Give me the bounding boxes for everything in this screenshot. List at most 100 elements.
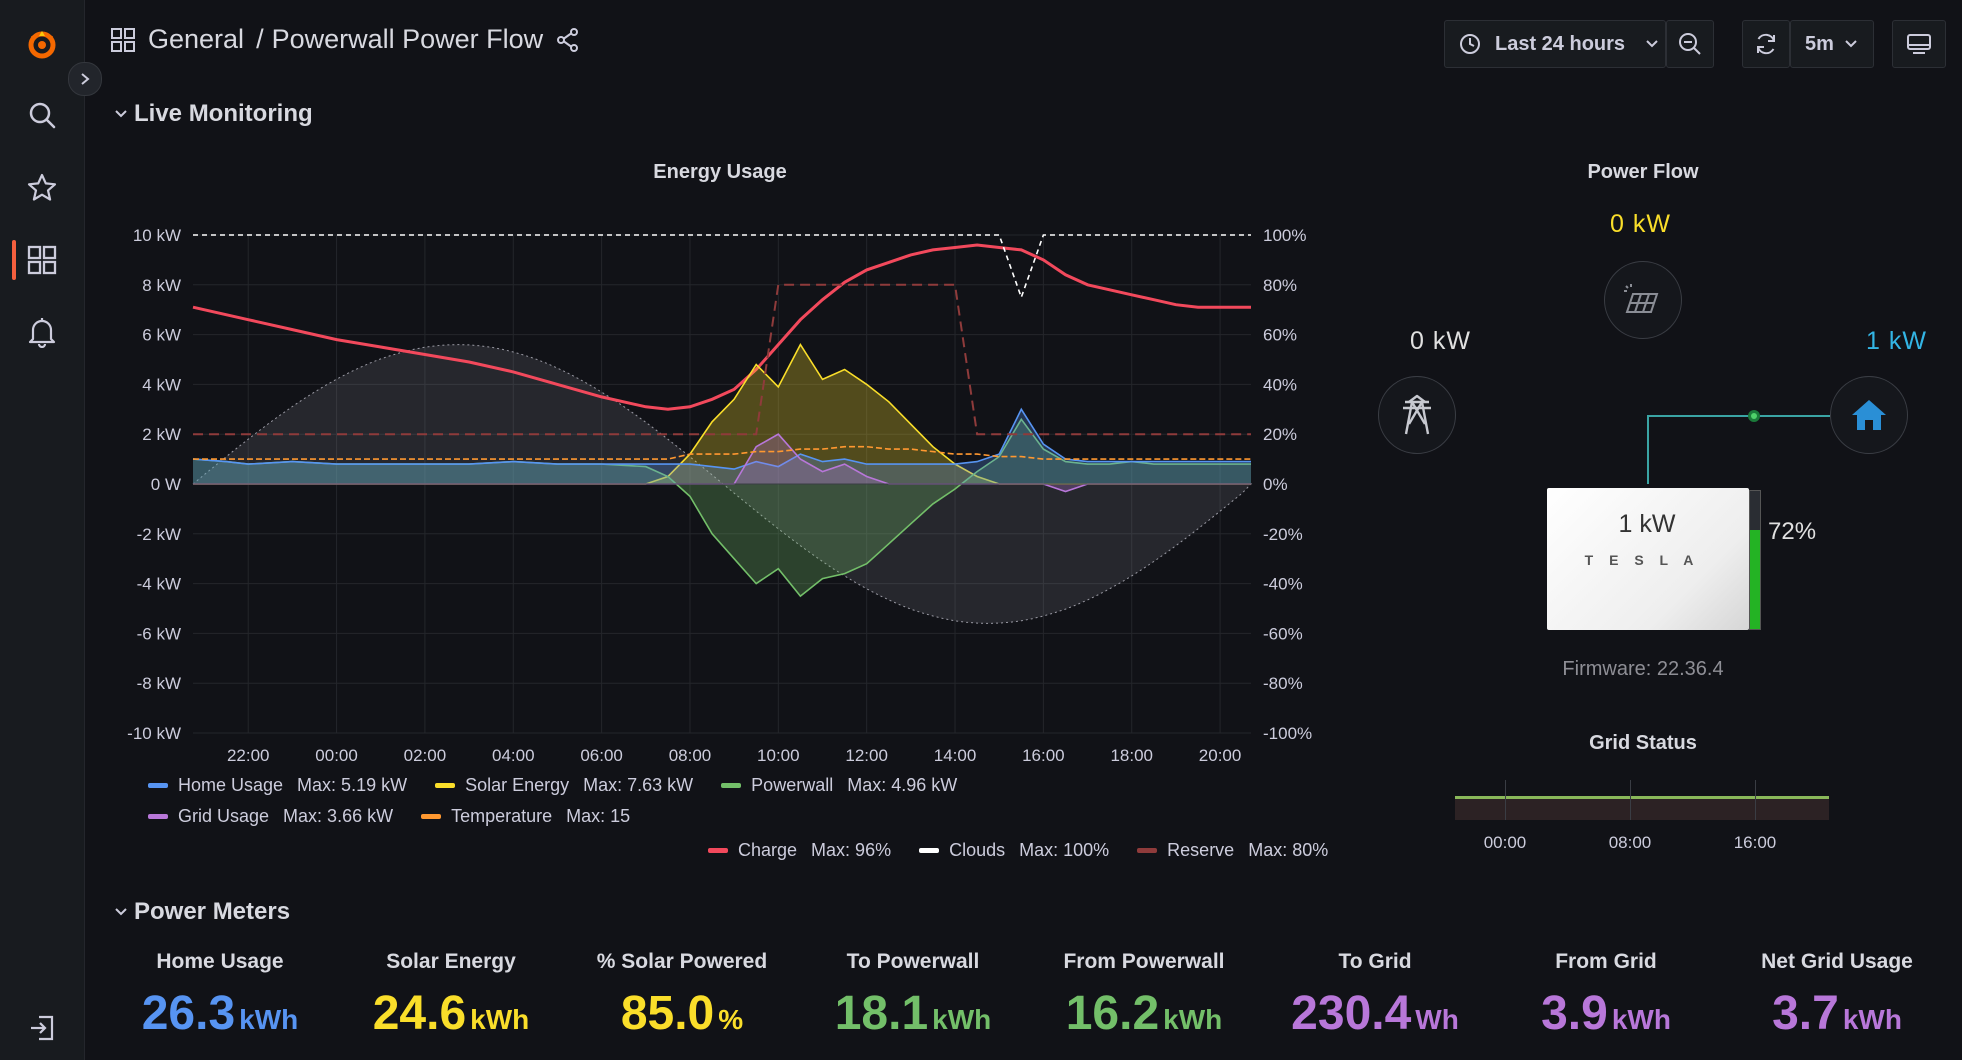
grid-value: 0 kW [1410,327,1471,355]
legend-swatch [721,783,742,788]
legend-series-name: Home Usage [178,775,284,795]
energy-usage-chart[interactable]: 10 kW 100% 8 kW 80% 6 kW 60% 4 kW 40% 2 kW 20% 0 W… [84,200,1314,830]
stat-number: 85.0 [620,987,715,1040]
x-axis-tick: 10:00 [757,746,800,765]
stat-value: 85.0% [567,986,797,1041]
x-axis-tick: 02:00 [404,746,447,765]
x-axis-tick: 18:00 [1110,746,1153,765]
powerwall-unit: 1 kW T E S L A [1547,488,1749,630]
chevron-down-icon [115,908,127,916]
stat-panel[interactable]: % Solar Powered 85.0% [567,950,797,1041]
refresh-button[interactable] [1742,20,1790,68]
refresh-interval-label: 5m [1805,32,1834,55]
breadcrumb-folder[interactable]: General [148,24,245,54]
row-live-monitoring[interactable]: Live Monitoring [114,100,313,128]
legend-max-value: Max: 15 [566,806,631,826]
y-axis-tick-right: -100% [1263,724,1312,743]
dashboards-icon[interactable] [22,240,62,280]
stat-value: 26.3 kWh [105,986,335,1041]
reserve-line [193,283,1251,436]
stat-panel[interactable]: From Powerwall 16.2 kWh [1029,950,1259,1041]
y-axis-tick-right: 0% [1263,475,1288,494]
x-axis-tick: 08:00 [669,746,712,765]
legend-series-name: Grid Usage [178,806,270,826]
grid-status-tick-1: 08:00 [1608,833,1652,852]
stat-number: 3.9 [1541,987,1608,1040]
alerting-bell-icon[interactable] [22,312,62,352]
top-navbar: General / Powerwall Power Flow Last 24 h… [84,0,1962,88]
time-range-label: Last 24 hours [1495,32,1626,55]
y-axis-tick-right: 60% [1263,326,1297,345]
stat-unit: % [718,1004,744,1035]
legend-max-value: Max: 7.63 kW [583,775,694,795]
legend-max-value: Max: 80% [1248,840,1329,860]
x-axis-tick: 16:00 [1022,746,1065,765]
grafana-logo-icon[interactable] [22,24,62,64]
stat-value: 18.1 kWh [798,986,1028,1041]
legend-max-value: Max: 100% [1019,840,1110,860]
time-range-picker[interactable]: Last 24 hours [1444,20,1666,68]
zoom-out-button[interactable] [1666,20,1714,68]
legend-swatch [148,783,168,788]
legend-max-value: Max: 3.66 kW [283,806,394,826]
stat-panel[interactable]: To Grid 230.4 Wh [1260,950,1490,1041]
legend-swatch [148,814,168,819]
grid-status-line [1455,796,1829,799]
x-axis-tick: 22:00 [227,746,270,765]
chevron-down-icon [115,110,127,118]
dashboard-title[interactable]: Powerwall Power Flow [271,24,544,54]
secondary-legend-item[interactable]: Charge Max: 96% [708,840,891,861]
sign-in-icon[interactable] [22,1008,62,1048]
chevron-down-icon [1845,40,1857,48]
y-axis-tick-right: 80% [1263,276,1297,295]
legend-swatch [421,814,442,819]
grid-status-tick-2: 16:00 [1733,833,1777,852]
legend-series-name: Temperature [451,806,553,826]
expand-sidebar-button[interactable] [68,62,102,96]
stat-panel[interactable]: Home Usage 26.3 kWh [105,950,335,1041]
primary-legend-item[interactable]: Powerwall Max: 4.96 kW [721,775,957,796]
stat-number: 18.1 [834,987,929,1040]
dashboard-grid-icon [111,27,135,52]
grid-status-timeline [1455,780,1829,820]
stat-panel[interactable]: Solar Energy 24.6 kWh [336,950,566,1041]
search-icon[interactable] [22,95,62,135]
stat-title: Solar Energy [386,950,516,973]
stat-number: 26.3 [141,987,236,1040]
primary-legend-item[interactable]: Temperature Max: 15 [421,806,630,827]
stat-unit: kWh [239,1004,299,1035]
grid-status-title: Grid Status [1589,732,1697,754]
home-node [1830,376,1908,454]
breadcrumb: General / Powerwall Power Flow [110,24,581,55]
tesla-wordmark: T E S L A [1584,552,1700,568]
share-icon[interactable] [555,27,581,53]
secondary-legend-item[interactable]: Clouds Max: 100% [919,840,1109,861]
temperature-line [193,445,1251,460]
primary-legend-item[interactable]: Solar Energy Max: 7.63 kW [435,775,693,796]
firmware-version: Firmware: 22.36.4 [1562,658,1724,680]
transmission-tower-icon [1403,394,1431,435]
power-flow-title: Power Flow [1587,161,1699,183]
starred-icon[interactable] [22,168,62,208]
y-axis-tick-left: 4 kW [142,375,181,394]
secondary-legend-item[interactable]: Reserve Max: 80% [1137,840,1328,861]
refresh-interval-picker[interactable]: 5m [1790,20,1874,68]
sidebar [0,0,85,1060]
y-axis-tick-left: -10 kW [127,724,181,743]
stat-panel[interactable]: Net Grid Usage 3.7 kWh [1722,950,1952,1041]
clouds-line [193,234,1251,300]
stat-unit: kWh [1842,1004,1902,1035]
primary-legend-item[interactable]: Home Usage Max: 5.19 kW [148,775,407,796]
stat-panel[interactable]: To Powerwall 18.1 kWh [798,950,1028,1041]
primary-legend-item[interactable]: Grid Usage Max: 3.66 kW [148,806,393,827]
y-axis-tick-left: 0 W [151,475,181,494]
legend-max-value: Max: 4.96 kW [847,775,958,795]
home-icon [1852,400,1886,430]
tv-mode-button[interactable] [1892,20,1946,68]
legend-swatch [919,848,940,853]
row-power-meters[interactable]: Power Meters [114,898,290,926]
stat-number: 24.6 [372,987,467,1040]
breadcrumb-separator: / [256,24,264,54]
stat-panel[interactable]: From Grid 3.9 kWh [1491,950,1721,1041]
legend-series-name: Reserve [1167,840,1235,860]
